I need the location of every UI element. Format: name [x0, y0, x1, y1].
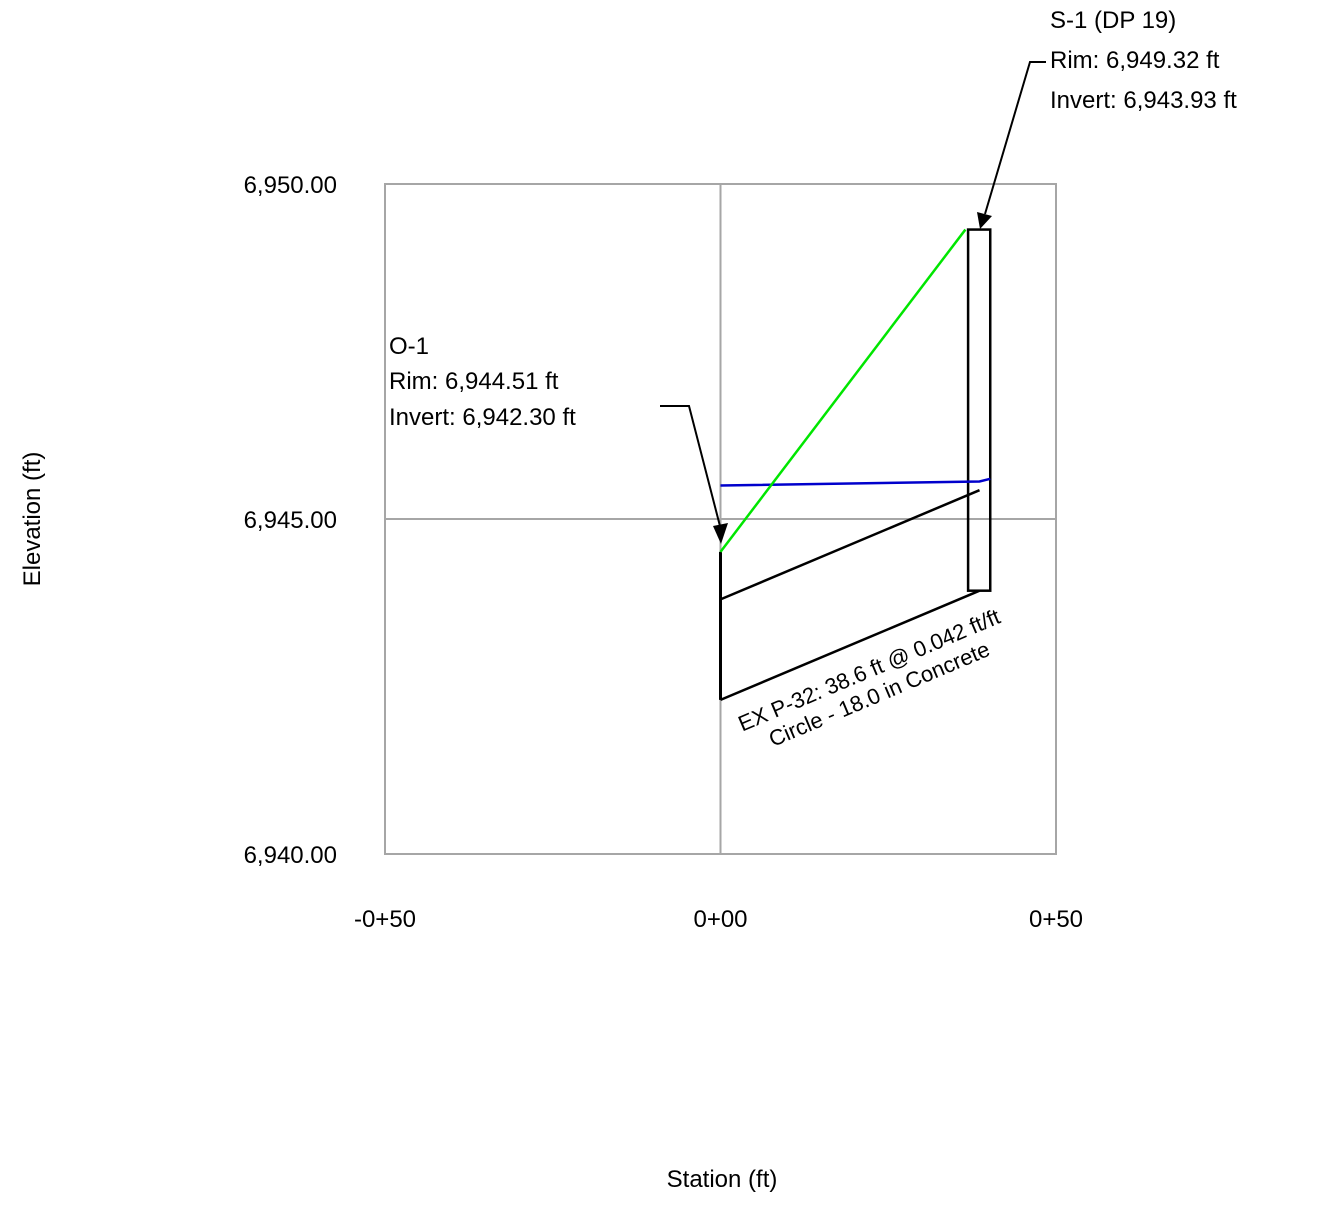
node-o1-invert: Invert: 6,942.30 ft — [389, 404, 576, 431]
node-s1-name: S-1 (DP 19) — [1050, 7, 1176, 34]
o1-callout-leader — [660, 405, 722, 531]
pipe-crown-line — [720, 489, 980, 601]
node-label-s1: S-1 (DP 19) Rim: 6,949.32 ft Invert: 6,9… — [1050, 7, 1237, 114]
grid-layer — [384, 183, 1057, 855]
y-tick-label: 6,940.00 — [244, 842, 337, 869]
series-layer — [719, 228, 992, 702]
x-tick-label: -0+50 — [354, 906, 416, 933]
hydraulic-grade-line — [720, 477, 991, 487]
s1-callout-leader — [984, 61, 1046, 215]
callout-arrows — [660, 61, 1046, 544]
y-tick-label: 6,950.00 — [244, 172, 337, 199]
o1-callout-arrowhead — [713, 523, 728, 544]
plot-area-border — [384, 183, 1057, 855]
x-tick-label: 0+00 — [693, 906, 747, 933]
s1-structure-box — [966, 228, 992, 592]
tick-labels: -0+50 0+00 0+50 6,940.00 6,945.00 6,950.00 — [244, 172, 1083, 933]
node-o1-rim: Rim: 6,944.51 ft — [389, 368, 559, 395]
plot-frame — [384, 183, 1057, 855]
node-label-o1: O-1 Rim: 6,944.51 ft Invert: 6,942.30 ft — [389, 333, 576, 431]
x-tick-label: 0+50 — [1029, 906, 1083, 933]
y-axis-label: Elevation (ft) — [19, 452, 46, 587]
x-axis-label: Station (ft) — [667, 1166, 778, 1193]
pipe-label: EX P-32: 38.6 ft @ 0.042 ft/ft Circle - … — [735, 604, 1004, 752]
pipe-invert-line — [720, 589, 980, 702]
node-s1-invert: Invert: 6,943.93 ft — [1050, 87, 1237, 114]
s1-callout-arrowhead — [977, 212, 992, 229]
node-o1-name: O-1 — [389, 333, 429, 360]
energy-grade-line — [719, 228, 967, 553]
node-s1-rim: Rim: 6,949.32 ft — [1050, 47, 1220, 74]
y-tick-label: 6,945.00 — [244, 507, 337, 534]
